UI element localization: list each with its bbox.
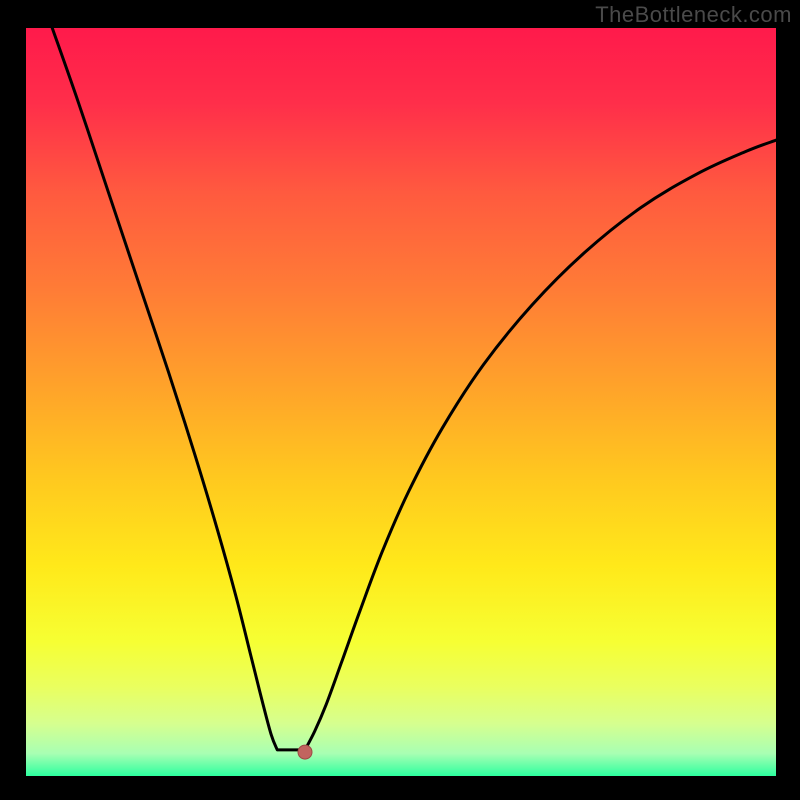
frame-left: [0, 0, 26, 800]
frame-bottom: [0, 776, 800, 800]
chart-container: TheBottleneck.com: [0, 0, 800, 800]
gradient-background: [26, 28, 776, 776]
plot-area: [26, 28, 776, 776]
watermark-text: TheBottleneck.com: [595, 2, 792, 28]
frame-right: [776, 0, 800, 800]
